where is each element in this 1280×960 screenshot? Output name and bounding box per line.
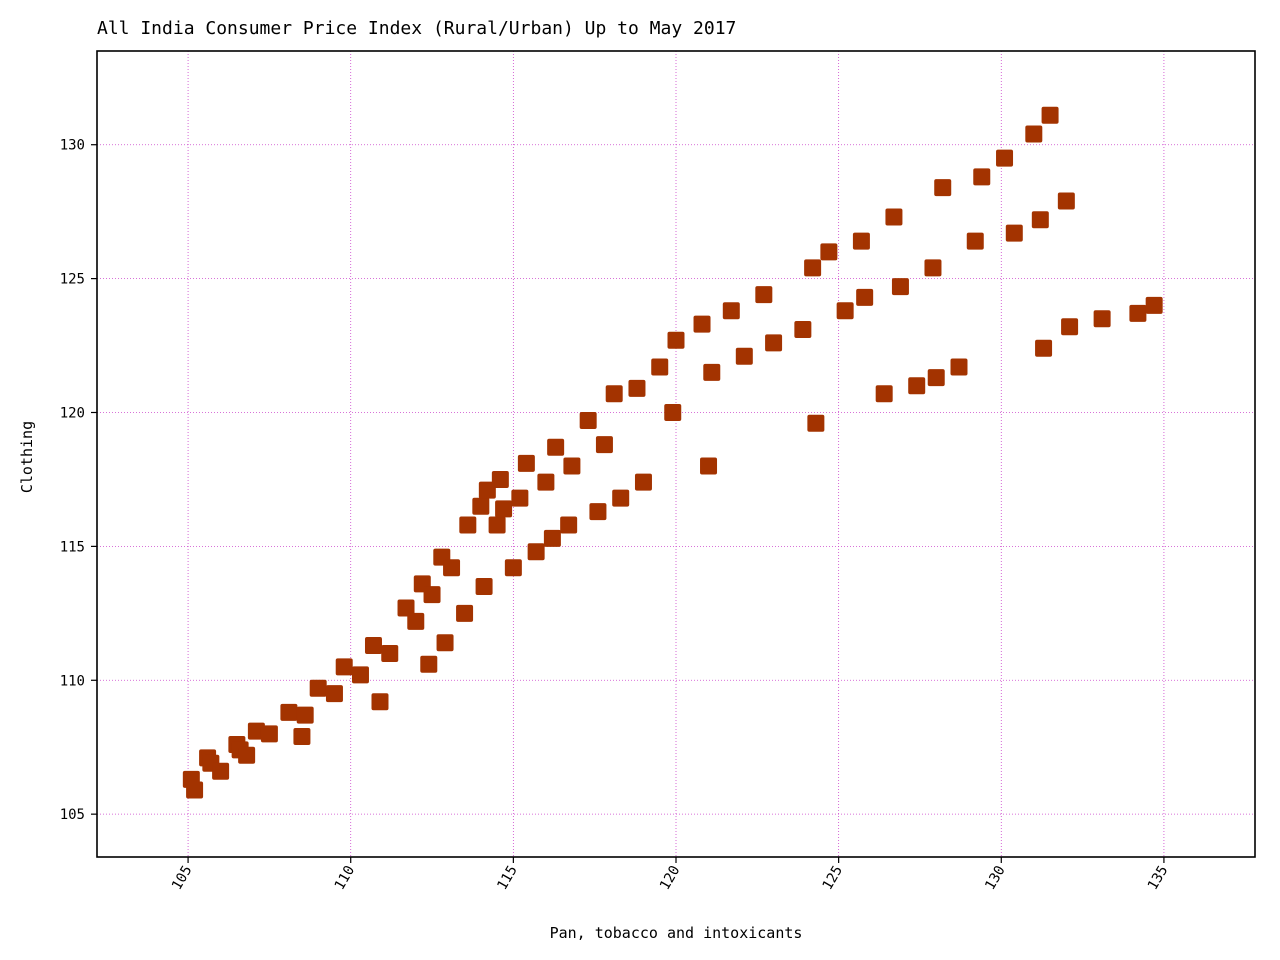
data-point <box>543 529 561 547</box>
data-point <box>186 781 204 799</box>
data-point <box>504 559 522 577</box>
data-point <box>651 358 669 376</box>
data-point <box>875 385 893 403</box>
data-point <box>693 315 711 333</box>
y-tick-label: 130 <box>60 138 85 154</box>
data-point <box>351 666 369 684</box>
grid <box>97 51 1255 857</box>
data-point <box>537 473 555 491</box>
data-points <box>182 106 1163 799</box>
data-point <box>459 516 477 534</box>
data-point <box>700 457 718 475</box>
data-point <box>765 334 783 352</box>
data-point <box>667 331 685 349</box>
data-point <box>966 232 984 250</box>
data-point <box>628 379 646 397</box>
data-point <box>212 762 230 780</box>
data-point <box>664 403 682 421</box>
data-point <box>280 703 298 721</box>
data-point <box>807 414 825 432</box>
data-point <box>852 232 870 250</box>
data-point <box>364 636 382 654</box>
y-tick-label: 105 <box>60 807 85 823</box>
data-point <box>1093 310 1111 328</box>
chart-title: All India Consumer Price Index (Rural/Ur… <box>97 18 736 39</box>
data-point <box>924 259 942 277</box>
data-point <box>595 436 613 454</box>
data-point <box>804 259 822 277</box>
data-point <box>755 286 773 304</box>
data-point <box>371 693 389 711</box>
y-tick-label: 125 <box>60 272 85 288</box>
data-point <box>491 470 509 488</box>
data-point <box>973 168 991 186</box>
data-point <box>1031 211 1049 229</box>
data-point <box>488 516 506 534</box>
data-point <box>794 320 812 338</box>
y-tick-label: 115 <box>60 539 85 555</box>
data-point <box>296 706 314 724</box>
data-point <box>325 685 343 703</box>
data-point <box>293 728 311 746</box>
data-point <box>856 288 874 306</box>
data-point <box>475 578 493 596</box>
data-point <box>836 302 854 320</box>
data-point <box>309 679 327 697</box>
data-point <box>1061 318 1079 336</box>
data-point <box>456 604 474 622</box>
data-point <box>1057 192 1075 210</box>
data-point <box>605 385 623 403</box>
data-point <box>950 358 968 376</box>
data-point <box>563 457 581 475</box>
data-point <box>517 454 535 472</box>
data-point <box>335 658 353 676</box>
data-point <box>908 377 926 395</box>
data-point <box>703 363 721 381</box>
y-tick-label: 110 <box>60 673 85 689</box>
data-point <box>735 347 753 365</box>
data-point <box>612 489 630 507</box>
data-point <box>885 208 903 226</box>
data-point <box>1035 339 1053 357</box>
data-point <box>722 302 740 320</box>
data-point <box>547 438 565 456</box>
data-point <box>1129 304 1147 322</box>
data-point <box>238 746 256 764</box>
data-point <box>443 559 461 577</box>
data-point <box>927 369 945 387</box>
data-point <box>423 586 441 604</box>
data-point <box>1041 106 1059 124</box>
data-point <box>472 497 490 515</box>
y-tick-label: 120 <box>60 405 85 421</box>
data-point <box>589 503 607 521</box>
data-point <box>247 722 265 740</box>
data-point <box>1145 296 1163 314</box>
data-point <box>260 725 278 743</box>
data-point <box>579 412 597 430</box>
data-point <box>420 655 438 673</box>
data-point <box>891 278 909 296</box>
data-point <box>1025 125 1043 143</box>
data-point <box>996 149 1014 167</box>
data-point <box>820 243 838 261</box>
data-point <box>478 481 496 499</box>
data-point <box>1005 224 1023 242</box>
y-axis-ticks: 105 110 115 120 125 130 <box>60 138 97 823</box>
data-point <box>560 516 578 534</box>
data-point <box>407 612 425 630</box>
data-point <box>527 543 545 561</box>
data-point <box>495 500 513 518</box>
data-point <box>381 644 399 662</box>
data-point <box>634 473 652 491</box>
data-point <box>397 599 415 617</box>
data-point <box>934 179 952 197</box>
y-axis-label: Clothing <box>18 421 36 493</box>
data-point <box>511 489 529 507</box>
data-point <box>436 634 454 652</box>
x-axis-label: Pan, tobacco and intoxicants <box>550 924 803 942</box>
